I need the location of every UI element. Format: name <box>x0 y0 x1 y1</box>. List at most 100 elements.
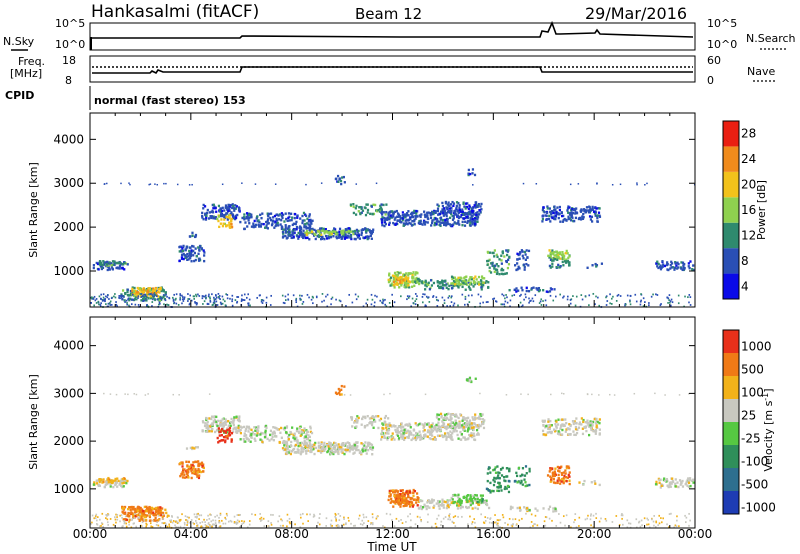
power-echo-cell <box>371 298 374 301</box>
power-echo-cell <box>209 297 211 300</box>
power-echo-cell <box>324 234 328 238</box>
velocity-echo-cell <box>360 423 363 426</box>
velocity-echo-cell <box>308 439 311 442</box>
power-echo-cell <box>398 286 401 289</box>
velocity-echo-cell <box>519 474 522 478</box>
power-echo-cell <box>661 260 664 263</box>
power-echo-cell <box>424 293 426 296</box>
power-echo-cell <box>302 301 305 303</box>
power-echo-cell <box>558 208 561 212</box>
velocity-echo-cell <box>383 416 387 420</box>
power-echo-cell <box>394 223 397 226</box>
velocity-echo-cell <box>442 417 446 420</box>
power-echo-cell <box>159 288 162 291</box>
velocity-echo-cell <box>134 514 138 518</box>
velocity-echo-cell <box>191 471 194 475</box>
power-echo-cell <box>421 295 424 298</box>
velocity-echo-cell <box>374 415 378 418</box>
power-echo-cell <box>406 212 409 215</box>
power-echo-cell <box>448 204 451 207</box>
power-echo-cell <box>493 266 496 270</box>
power-echo-cell <box>444 218 447 222</box>
velocity-echo-cell <box>200 462 203 466</box>
velocity-echo-cell <box>446 501 449 505</box>
power-echo-cell <box>309 220 313 223</box>
power-echo-cell <box>126 288 129 292</box>
power-echo-cell <box>568 206 571 209</box>
power-echo-cell <box>370 237 373 240</box>
power-echo-cell <box>181 302 183 305</box>
velocity-echo-cell <box>449 426 452 429</box>
velocity-echo-cell <box>153 513 156 517</box>
velocity-echo-cell <box>394 496 397 499</box>
velocity-echo-cell <box>396 495 399 499</box>
velocity-echo-cell <box>320 447 324 450</box>
power-echo-cell <box>146 294 149 297</box>
power-echo-cell <box>457 276 460 280</box>
power-echo-cell <box>277 224 280 227</box>
velocity-echo-cell <box>673 526 675 529</box>
velocity-echo-cell <box>356 415 359 418</box>
velocity-echo-cell <box>390 425 393 428</box>
velocity-echo-cell <box>358 451 361 455</box>
velocity-echo-cell <box>291 448 295 452</box>
power-echo-cell <box>594 214 597 217</box>
power-echo-cell <box>172 300 175 302</box>
velocity-echo-cell <box>415 492 419 495</box>
velocity-echo-cell <box>286 444 289 448</box>
velocity-echo-cell <box>553 430 557 433</box>
velocity-echo-cell <box>182 468 185 471</box>
velocity-echo-cell <box>158 518 161 521</box>
power-echo-cell <box>299 294 301 297</box>
power-echo-cell <box>415 271 419 275</box>
power-echo-cell <box>98 295 101 298</box>
velocity-echo-cell <box>233 416 236 419</box>
power-echo-cell <box>407 272 410 275</box>
power-echo-cell <box>591 220 594 223</box>
velocity-echo-cell <box>465 424 468 427</box>
velocity-echo-cell <box>100 478 103 482</box>
velocity-echo-cell <box>564 476 568 479</box>
power-echo-cell <box>468 278 471 281</box>
velocity-echo-cell <box>433 426 436 429</box>
power-echo-cell <box>382 299 385 302</box>
power-echo-cell <box>103 263 106 266</box>
velocity-echo-cell <box>574 427 578 431</box>
velocity-echo-cell <box>411 437 415 440</box>
velocity-echo-cell <box>399 426 403 429</box>
power-echo-cell <box>221 224 225 228</box>
velocity-echo-cell <box>548 470 551 473</box>
velocity-echo-cell <box>423 428 426 432</box>
velocity-echo-cell <box>361 448 364 451</box>
power-echo-cell <box>640 299 642 302</box>
power-echo-cell <box>551 249 554 252</box>
power-echo-cell <box>684 295 686 298</box>
velocity-echo-cell <box>421 499 424 503</box>
power-echo-cell <box>619 295 622 297</box>
power-echo-cell <box>341 234 344 237</box>
velocity-echo-cell <box>564 472 567 475</box>
power-echo-cell <box>205 214 208 217</box>
velocity-echo-cell <box>451 498 454 501</box>
power-echo-cell <box>188 235 191 238</box>
velocity-echo-cell <box>181 465 184 468</box>
power-echo-cell <box>230 219 233 222</box>
velocity-echo-cell <box>441 500 444 503</box>
power-echo-cell <box>140 290 143 293</box>
velocity-echo-cell <box>282 448 285 452</box>
power-echo-cell <box>244 221 247 224</box>
velocity-echo-cell <box>162 514 165 517</box>
velocity-echo-cell <box>418 430 421 433</box>
power-echo-cell <box>480 208 483 211</box>
power-echo-cell <box>211 211 215 214</box>
velocity-echo-cell <box>389 494 392 498</box>
power-echo-cell <box>364 227 367 231</box>
velocity-echo-cell <box>437 426 440 429</box>
velocity-echo-cell <box>144 515 148 519</box>
velocity-echo-cell <box>365 446 368 449</box>
power-echo-cell <box>191 231 194 235</box>
velocity-echo-cell <box>451 425 454 429</box>
date-label: 29/Mar/2016 <box>585 4 687 23</box>
velocity-echo-cell <box>560 473 564 476</box>
velocity-echo-cell <box>350 418 353 421</box>
